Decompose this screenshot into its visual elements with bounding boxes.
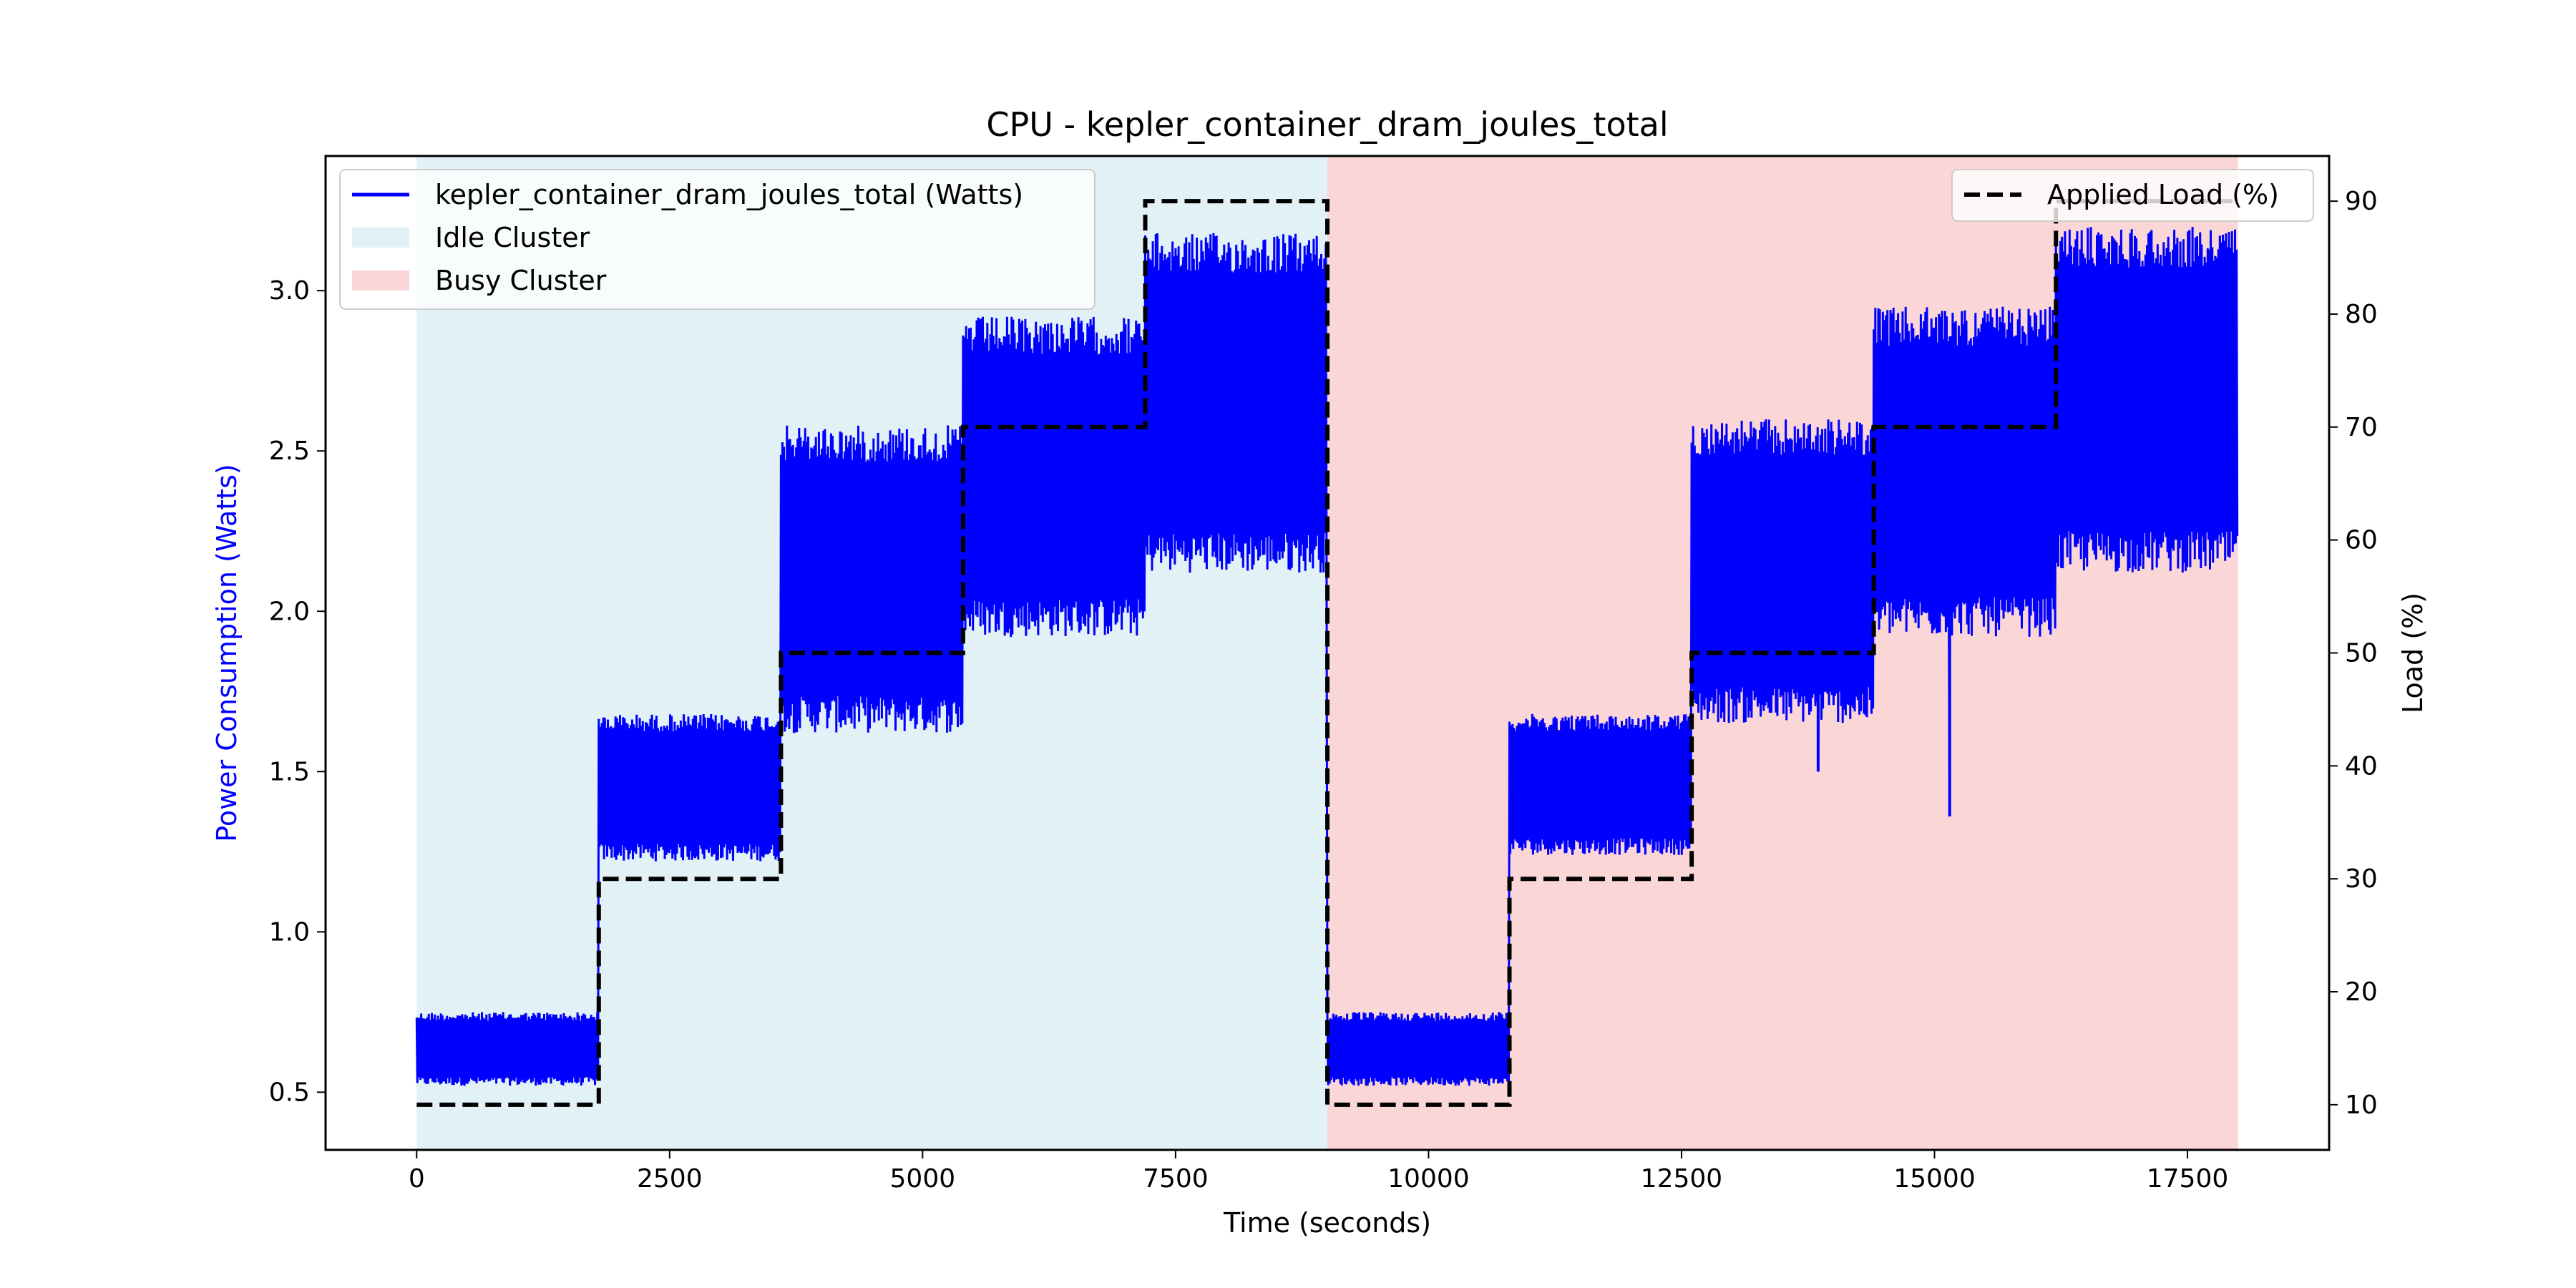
legend-left-label: Idle Cluster [435, 222, 590, 253]
y-left-tick-label: 0.5 [269, 1078, 310, 1107]
y-left-tick-label: 3.0 [269, 276, 310, 306]
legend-left-label: kepler_container_dram_joules_total (Watt… [435, 179, 1023, 210]
legend-left-box [339, 169, 1096, 310]
legend-left-label: Busy Cluster [435, 265, 607, 296]
load-step-line [416, 199, 2238, 1107]
y-left-tick-label: 2.0 [269, 597, 310, 626]
y-left-tick-label: 1.5 [269, 757, 310, 786]
y-axis-right-label: Load (%) [2397, 592, 2429, 713]
x-tick-label: 17500 [2147, 1164, 2229, 1194]
legend-patch-swatch [352, 228, 409, 248]
x-tick-label: 0 [409, 1164, 425, 1194]
y-right-tick-label: 90 [2345, 187, 2378, 216]
y-right-tick-label: 10 [2345, 1091, 2378, 1120]
load-series [416, 199, 2238, 1107]
y-right-tick-label: 20 [2345, 977, 2378, 1007]
y-axis-left-label: Power Consumption (Watts) [211, 464, 243, 841]
y-axis-left: 0.5 1.0 1.5 2.0 2.5 3.0 [269, 276, 326, 1107]
y-right-tick-label: 80 [2345, 300, 2378, 329]
x-tick-label: 15000 [1893, 1164, 1976, 1194]
y-right-tick-label: 70 [2345, 413, 2378, 442]
x-tick-label: 5000 [890, 1164, 956, 1194]
x-tick-label: 10000 [1387, 1164, 1470, 1194]
y-axis-right: 10 20 30 40 50 60 70 80 90 [2329, 187, 2378, 1120]
y-right-tick-label: 50 [2345, 639, 2378, 668]
x-axis-label: Time (seconds) [1223, 1207, 1431, 1239]
legend-right-box [1951, 169, 2314, 222]
y-right-tick-label: 30 [2345, 864, 2378, 894]
x-tick-label: 12500 [1641, 1164, 1723, 1194]
legend-right-label: Applied Load (%) [2047, 179, 2279, 210]
legend-left: kepler_container_dram_joules_total (Watt… [339, 169, 1096, 310]
chart-title: CPU - kepler_container_dram_joules_total [986, 105, 1668, 144]
x-tick-label: 2500 [637, 1164, 703, 1194]
x-axis: 0 2500 5000 7500 10000 12500 15000 17500 [409, 1150, 2228, 1194]
x-tick-label: 7500 [1143, 1164, 1209, 1194]
legend-patch-swatch [352, 270, 409, 291]
legend-right: Applied Load (%) [1951, 169, 2314, 222]
y-left-tick-label: 2.5 [269, 436, 310, 466]
y-left-tick-label: 1.0 [269, 917, 310, 947]
y-right-tick-label: 60 [2345, 526, 2378, 555]
y-right-tick-label: 40 [2345, 751, 2378, 781]
